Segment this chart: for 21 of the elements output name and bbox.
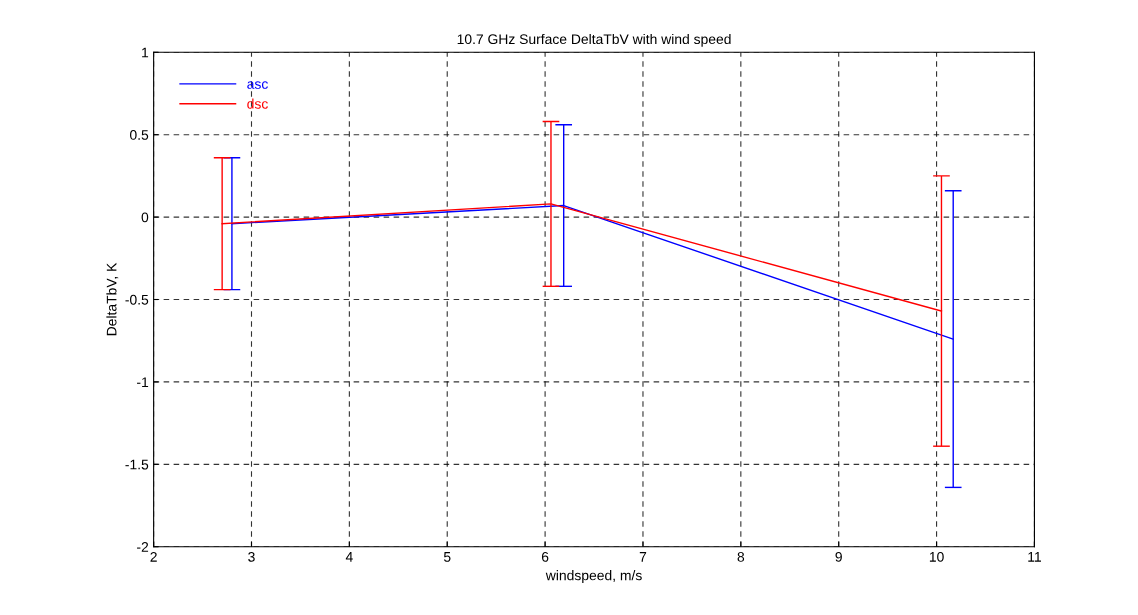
x-tick-label: 11 xyxy=(1028,552,1041,562)
x-tick-label: 4 xyxy=(345,552,353,562)
y-tick-label: -1 xyxy=(137,377,149,387)
y-tick-label: -2 xyxy=(137,542,149,552)
x-tick-label: 7 xyxy=(639,552,647,562)
x-tick-label: 9 xyxy=(835,551,842,562)
x-tick-label: 10 xyxy=(929,551,944,562)
x-axis-title: windspeed, m/s xyxy=(545,570,642,584)
y-axis-title: DeltaTbV, K xyxy=(106,262,119,336)
legend-label: asc xyxy=(247,81,268,89)
x-tick-label: 2 xyxy=(150,551,157,562)
y-tick-label: 0 xyxy=(141,212,149,223)
y-tick-label: 1 xyxy=(142,47,149,58)
y-tick-label: -0.5 xyxy=(125,294,149,305)
chart-title: 10.7 GHz Surface DeltaTbV with wind speed xyxy=(457,33,731,47)
y-tick-label: -1.5 xyxy=(125,459,149,470)
x-tick-label: 6 xyxy=(541,551,549,562)
y-tick-label: 0.5 xyxy=(130,130,149,140)
x-tick-label: 3 xyxy=(248,551,255,562)
x-tick-label: 5 xyxy=(443,552,451,562)
x-tick-label: 8 xyxy=(737,551,745,562)
